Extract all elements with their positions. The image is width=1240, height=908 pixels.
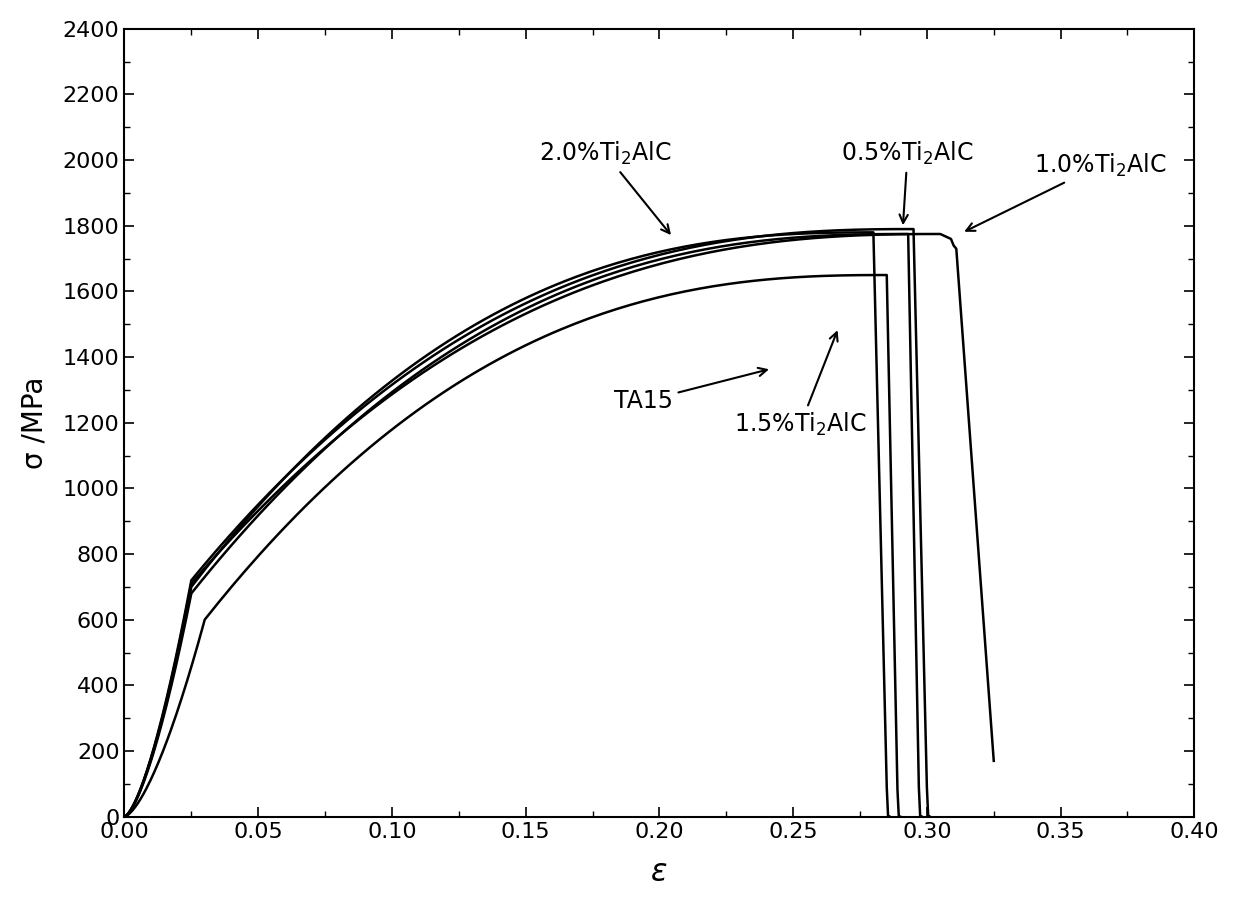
- Text: 1.0%Ti$_2$AlC: 1.0%Ti$_2$AlC: [966, 152, 1167, 231]
- Text: 1.5%Ti$_2$AlC: 1.5%Ti$_2$AlC: [734, 332, 867, 438]
- Text: 0.5%Ti$_2$AlC: 0.5%Ti$_2$AlC: [841, 140, 973, 223]
- Text: 2.0%Ti$_2$AlC: 2.0%Ti$_2$AlC: [539, 140, 672, 233]
- X-axis label: ε: ε: [651, 858, 667, 887]
- Y-axis label: σ /MPa: σ /MPa: [21, 377, 48, 469]
- Text: TA15: TA15: [614, 368, 766, 413]
